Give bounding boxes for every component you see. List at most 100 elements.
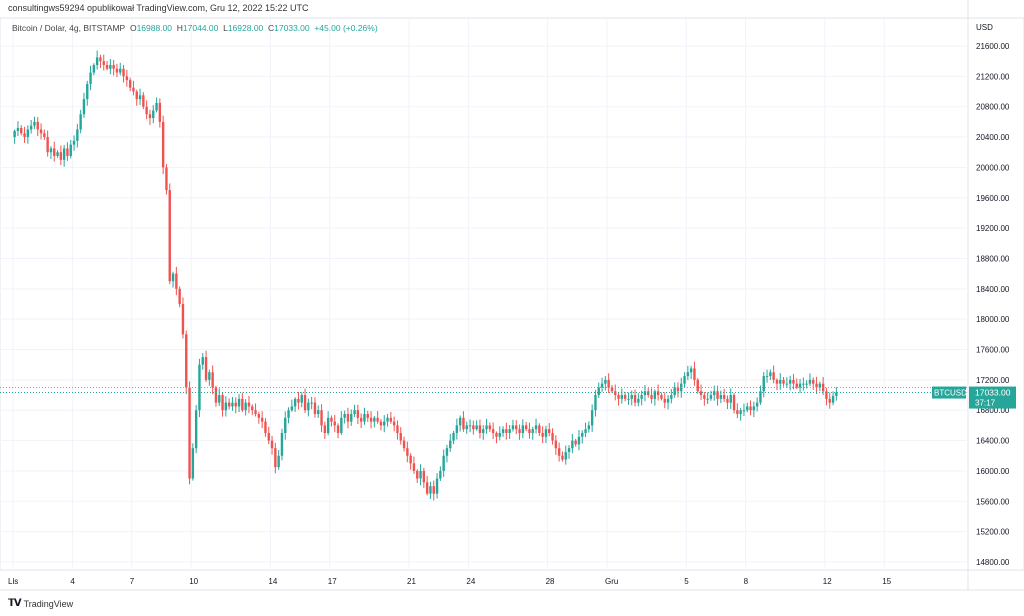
- candle-body: [33, 121, 36, 126]
- candle-body: [227, 402, 231, 407]
- y-tick-label: 17600.00: [976, 346, 1010, 355]
- candle-body: [128, 80, 132, 88]
- candle-body: [237, 398, 241, 407]
- candle-body: [828, 398, 831, 403]
- candle-body: [650, 395, 653, 399]
- candle-body: [544, 429, 548, 437]
- candle-body: [458, 417, 462, 426]
- candle-body: [99, 57, 102, 62]
- candle-body: [293, 398, 297, 407]
- candle-body: [564, 451, 567, 460]
- candle-body: [455, 425, 459, 433]
- candle-body: [383, 421, 386, 426]
- candle-body: [614, 391, 617, 396]
- candle-body: [604, 379, 607, 384]
- candle-body: [138, 95, 142, 100]
- candle-body: [495, 432, 498, 437]
- candle-body: [399, 432, 402, 441]
- ohlc-legend: Bitcoin / Dolar, 4g, BITSTAMP O16988.00 …: [12, 23, 378, 33]
- candle-body: [280, 432, 284, 456]
- candle-body: [491, 429, 495, 433]
- candle-body: [660, 395, 663, 399]
- candle-body: [762, 376, 765, 392]
- candle-body: [366, 414, 369, 418]
- candle-body: [749, 406, 752, 411]
- candle-body: [135, 91, 138, 100]
- candle-body: [409, 455, 412, 464]
- candle-body: [373, 417, 376, 422]
- candle-body: [488, 425, 492, 430]
- candle-body: [478, 425, 482, 433]
- candle-body: [53, 148, 56, 157]
- candle-body: [729, 395, 732, 403]
- candle-body: [571, 440, 574, 449]
- candle-body: [594, 395, 597, 411]
- candle-body: [185, 334, 188, 388]
- candle-body: [152, 110, 155, 119]
- tradingview-brand[interactable]: 𝗧𝗩 TradingView: [8, 598, 74, 609]
- candle-body: [165, 167, 168, 191]
- x-tick-label: 7: [130, 577, 135, 586]
- y-tick-label: 19200.00: [976, 224, 1010, 233]
- candle-body: [736, 410, 739, 415]
- candle-body: [785, 383, 789, 385]
- candle-body: [66, 148, 69, 157]
- candle-body: [389, 417, 393, 422]
- candle-body: [689, 368, 693, 373]
- candle-body: [46, 137, 49, 153]
- candle-body: [485, 425, 488, 430]
- candle-body: [812, 379, 815, 384]
- candle-body: [353, 410, 356, 415]
- candle-body: [284, 417, 287, 433]
- y-tick-label: 19600.00: [976, 194, 1010, 203]
- candle-body: [89, 72, 92, 84]
- candle-body: [211, 372, 214, 388]
- candle-body: [198, 364, 201, 411]
- y-tick-label: 21600.00: [976, 42, 1010, 51]
- candle-body: [782, 379, 785, 384]
- candle-body: [435, 478, 439, 494]
- candle-body: [224, 402, 228, 411]
- candle-body: [472, 425, 475, 430]
- symbol-tag-bg: [932, 386, 966, 399]
- candle-body: [320, 410, 323, 426]
- candle-body: [194, 410, 198, 449]
- candle-body: [825, 391, 828, 399]
- candle-body: [508, 429, 511, 433]
- y-tick-label: 20000.00: [976, 163, 1010, 172]
- candle-body: [406, 448, 409, 456]
- candle-body: [72, 140, 76, 145]
- candle-body: [20, 127, 23, 134]
- candle-body: [429, 486, 432, 494]
- candle-body: [310, 402, 313, 404]
- candle-body: [333, 421, 336, 426]
- candle-body: [587, 425, 591, 430]
- candle-body: [356, 410, 360, 418]
- x-tick-label: 12: [823, 577, 832, 586]
- candle-body: [102, 61, 105, 65]
- candle-body: [277, 455, 280, 468]
- candle-body: [425, 482, 429, 494]
- candle-body: [419, 470, 422, 479]
- y-tick-label: 15600.00: [976, 497, 1010, 506]
- candle-body: [188, 387, 191, 479]
- x-tick-label: Gru: [605, 577, 618, 586]
- candle-body: [610, 387, 614, 392]
- candle-body: [788, 379, 792, 384]
- candle-body: [722, 395, 726, 399]
- candle-body: [831, 395, 835, 403]
- candle-body: [313, 402, 317, 415]
- candle-body: [303, 395, 307, 411]
- candle-body: [109, 64, 112, 69]
- candle-body: [260, 417, 264, 422]
- candle-body: [363, 414, 366, 422]
- y-tick-label: 15200.00: [976, 528, 1010, 537]
- candle-body: [686, 372, 690, 377]
- candle-body: [534, 425, 538, 430]
- y-tick-label: 18000.00: [976, 315, 1010, 324]
- candle-body: [300, 395, 303, 403]
- candle-body: [759, 391, 762, 403]
- candle-body: [369, 417, 373, 422]
- candle-body: [36, 121, 39, 130]
